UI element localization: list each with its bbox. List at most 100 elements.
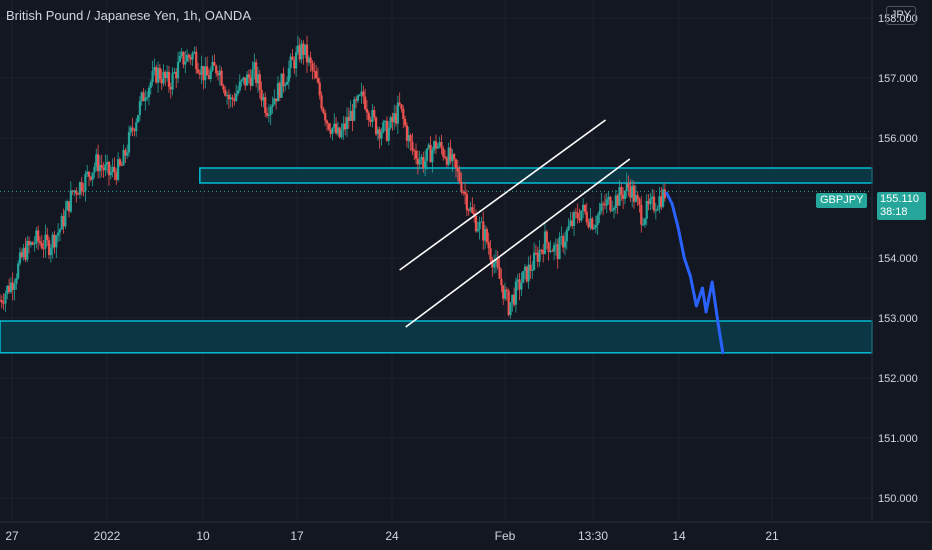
price-tick-label: 151.000 (878, 433, 918, 445)
candle-body (565, 230, 568, 242)
candle-body (187, 54, 191, 58)
candle-body (638, 199, 641, 205)
candle-body (0, 300, 3, 303)
candle-body (67, 201, 71, 212)
candle-body (169, 86, 172, 90)
candle-body (255, 62, 258, 84)
currency-button[interactable]: JPY (886, 6, 916, 25)
candle-body (182, 51, 185, 65)
candle-body (195, 51, 198, 70)
candle-body (440, 141, 443, 149)
candle-body (178, 55, 181, 62)
candle-body (500, 278, 503, 286)
price-tick-label: 156.000 (878, 133, 918, 145)
candle-body (307, 57, 310, 63)
candle-body (431, 150, 434, 163)
candle-body (49, 248, 52, 256)
candle-body (661, 189, 665, 207)
candle-body (100, 165, 103, 168)
candle-body (189, 57, 192, 60)
candle-body (629, 187, 632, 198)
candle-body (378, 129, 381, 139)
candle-body (445, 158, 448, 165)
candle-body (40, 242, 43, 249)
candle-body (316, 78, 320, 83)
candle-body (220, 70, 223, 86)
candle-body (523, 266, 527, 272)
candle-body (13, 283, 16, 290)
candle-body (300, 43, 303, 60)
candle-body (267, 114, 270, 116)
candle-body (229, 97, 232, 100)
time-tick-label: 13:30 (578, 529, 608, 543)
candle-body (474, 216, 478, 232)
candle-body (209, 70, 212, 79)
candle-body (84, 174, 87, 192)
candle-body (454, 159, 458, 168)
candle-body (98, 165, 102, 172)
channel-trendline (405, 158, 631, 328)
candle-body (456, 167, 459, 172)
channel-trendline (399, 119, 607, 271)
candle-body (349, 110, 352, 121)
candle-body (227, 94, 230, 100)
candle-body (260, 90, 263, 101)
candle-body (320, 95, 323, 109)
time-axis[interactable]: 27 2022 10 17 24 Feb 13:30 14 21 (5, 529, 779, 543)
candle-body (518, 279, 521, 290)
candle-body (80, 182, 83, 192)
candle-body (127, 132, 131, 153)
candle-body (369, 119, 372, 122)
candle-body (235, 93, 238, 101)
candle-body (62, 216, 65, 227)
candle-body (542, 250, 545, 254)
candle-body (142, 92, 145, 102)
candle-body (365, 108, 369, 113)
candle-body (334, 123, 338, 134)
candle-body (238, 81, 241, 91)
candle-body (354, 99, 358, 101)
candle-body (233, 99, 236, 101)
candle-body (402, 108, 405, 119)
candle-body (97, 154, 100, 172)
candle-body (44, 234, 47, 249)
candle-body (193, 51, 196, 54)
candle-body (102, 167, 105, 171)
time-tick-label: Feb (495, 529, 516, 543)
candle-body (660, 196, 663, 207)
candle-body (186, 54, 189, 62)
candle-body (285, 81, 289, 85)
candle-body (0, 300, 2, 301)
candle-body (173, 72, 176, 74)
candle-body (338, 127, 341, 138)
candle-body (576, 212, 579, 219)
candle-body (571, 220, 574, 226)
time-tick-label: 24 (385, 529, 399, 543)
candle-body (427, 144, 430, 149)
candle-body (527, 264, 530, 282)
candle-body (353, 99, 356, 121)
candle-body (391, 117, 394, 123)
candle-body (632, 185, 636, 202)
candle-body (420, 157, 423, 160)
candle-body (442, 148, 445, 157)
candle-body (202, 66, 205, 81)
time-tick-label: 14 (672, 529, 686, 543)
candle-body (574, 212, 577, 214)
candle-body (296, 45, 300, 53)
candle-body (329, 129, 332, 134)
candle-body (27, 240, 31, 246)
price-tick-label: 157.000 (878, 73, 918, 85)
candle-body (225, 94, 229, 96)
candle-body (273, 98, 276, 105)
candle-body (416, 158, 419, 165)
candle-body (583, 204, 587, 212)
candle-body (31, 242, 34, 245)
candle-body (602, 203, 605, 205)
time-tick-label: 2022 (94, 529, 121, 543)
candle-body (198, 72, 201, 75)
candle-body (367, 112, 370, 120)
candle-body (616, 195, 619, 206)
candle-body (29, 242, 32, 246)
